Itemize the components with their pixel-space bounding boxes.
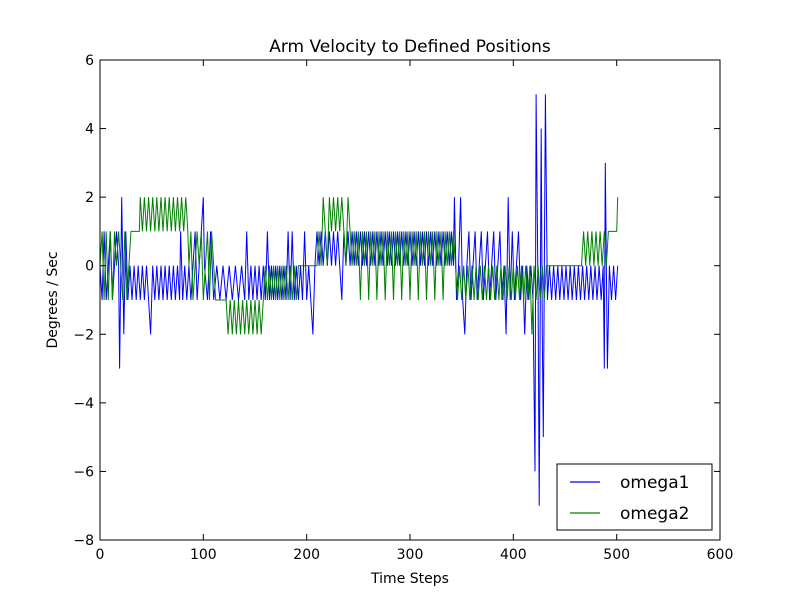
y-tick-label: 0: [85, 259, 94, 275]
chart-title: Arm Velocity to Defined Positions: [269, 37, 551, 57]
y-tick-label: −8: [73, 533, 94, 549]
legend: omega1 omega2: [556, 463, 713, 531]
x-tick-label: 500: [603, 547, 630, 563]
legend-label-omega2: omega2: [620, 504, 689, 524]
y-axis-label: Degrees / Sec: [45, 251, 61, 348]
y-tick-label: 4: [85, 122, 94, 138]
y-tick-label: 2: [85, 190, 94, 206]
y-tick-label: −6: [73, 464, 94, 480]
x-tick-label: 600: [707, 547, 734, 563]
x-tick-label: 200: [293, 547, 320, 563]
series-line-omega2: [99, 197, 619, 335]
series-layer: [99, 94, 619, 506]
plot-area: 0 100 200 300 400 500 600 −8 −6 −4 −2 0 2 4 6: [73, 53, 733, 563]
y-tick-label: −4: [73, 396, 94, 412]
x-tick-label: 100: [190, 547, 217, 563]
ticks-layer: 0 100 200 300 400 500 600 −8 −6 −4 −2 0 2 4 6: [73, 53, 733, 563]
y-tick-label: 6: [85, 53, 94, 69]
x-tick-label: 0: [96, 547, 105, 563]
y-tick-label: −2: [73, 327, 94, 343]
legend-label-omega1: omega1: [620, 473, 689, 493]
series-line-omega1: [99, 94, 619, 506]
x-tick-label: 300: [397, 547, 424, 563]
legend-box: [556, 463, 713, 531]
x-axis-label: Time Steps: [370, 571, 449, 587]
x-tick-label: 400: [500, 547, 527, 563]
